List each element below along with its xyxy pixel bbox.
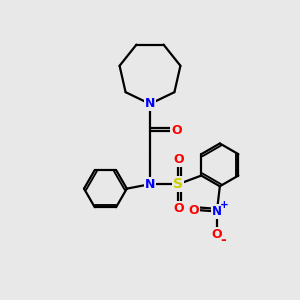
Text: O: O: [212, 228, 222, 241]
Text: N: N: [145, 178, 155, 191]
Text: O: O: [173, 202, 184, 215]
Text: O: O: [189, 203, 199, 217]
Text: -: -: [220, 233, 226, 248]
Text: +: +: [220, 200, 229, 210]
Text: O: O: [173, 153, 184, 166]
Text: N: N: [145, 98, 155, 110]
Text: O: O: [171, 124, 182, 137]
Text: S: S: [173, 177, 183, 191]
Text: N: N: [212, 205, 222, 218]
